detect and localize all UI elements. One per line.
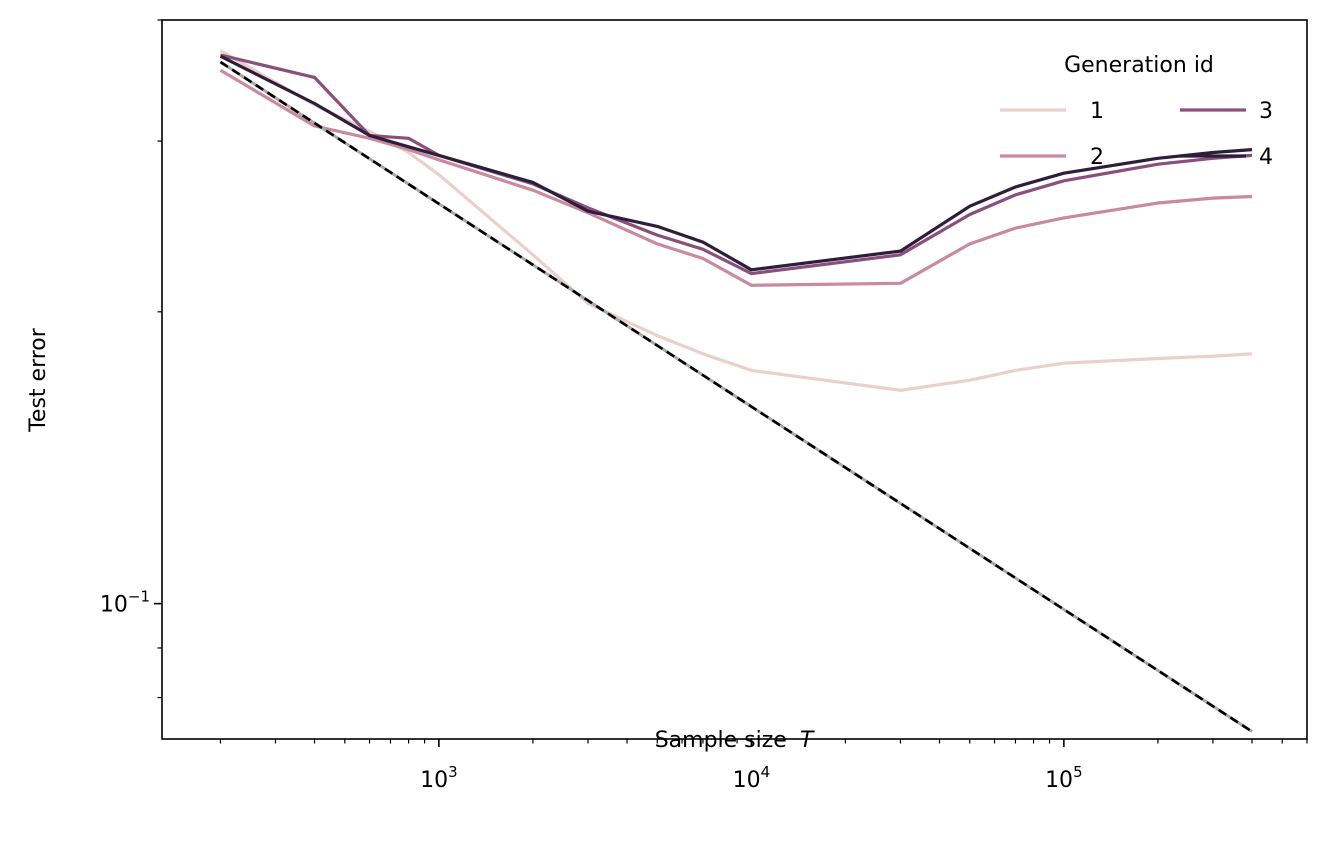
x-tick-label: 105 xyxy=(1045,763,1083,793)
legend-title: Generation id xyxy=(1064,53,1214,78)
series-lines xyxy=(219,49,1253,733)
reference-dashed-line xyxy=(219,60,1253,733)
x-axis-label-variable: T xyxy=(800,728,815,753)
y-axis-label: Test error xyxy=(26,327,51,433)
series-line-3 xyxy=(220,53,1253,276)
x-axis-ticks: 103 104 105 xyxy=(219,739,1308,793)
y-axis-ticks: 10−1 xyxy=(100,19,162,699)
x-tick-label: 103 xyxy=(420,763,458,793)
x-axis-label: Sample size T xyxy=(655,728,815,753)
legend: Generation id 1 2 3 4 xyxy=(1000,53,1273,170)
series-line-2 xyxy=(219,68,1253,287)
y-tick-label: 10−1 xyxy=(100,588,150,618)
series-line-4 xyxy=(219,54,1253,272)
legend-label-1: 1 xyxy=(1090,99,1104,124)
plot-frame xyxy=(161,19,1308,740)
legend-label-3: 3 xyxy=(1259,99,1273,124)
legend-label-2: 2 xyxy=(1090,145,1104,170)
x-tick-label: 104 xyxy=(733,763,771,793)
legend-label-4: 4 xyxy=(1259,145,1273,170)
x-axis-label-text: Sample size xyxy=(655,728,787,753)
